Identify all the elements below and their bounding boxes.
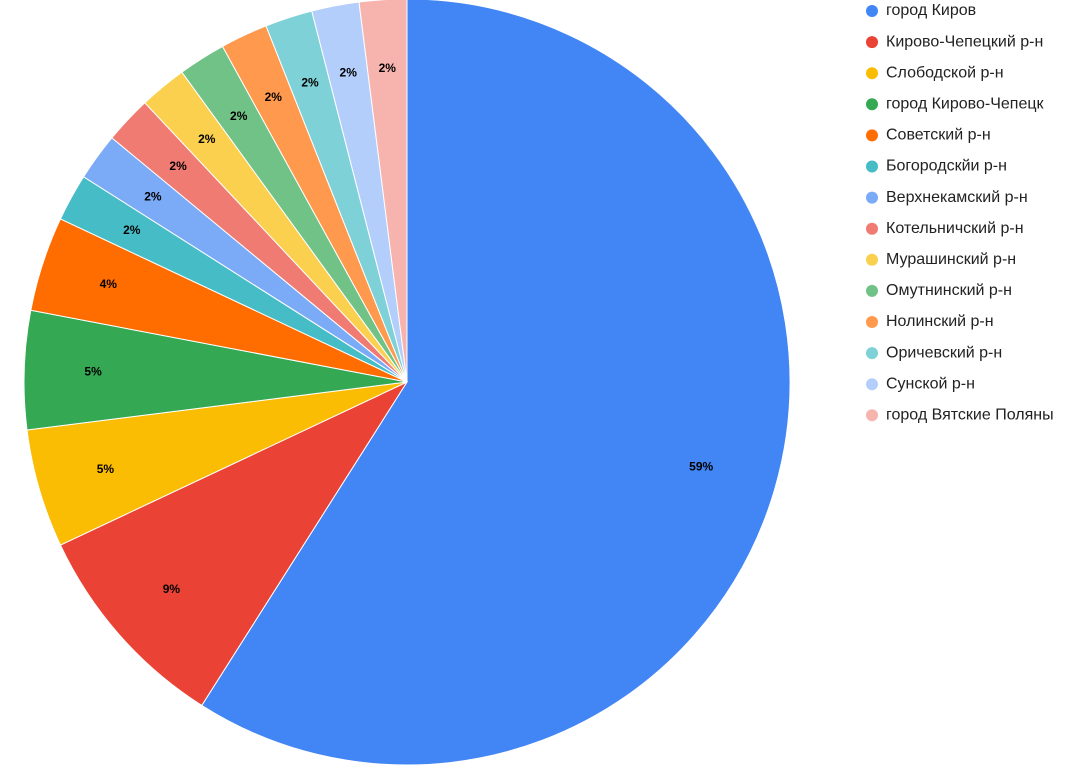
legend: город Киров Кирово-Чепецкий р-н Слободской… (866, 2, 1054, 424)
legend-swatch-1 (866, 5, 878, 17)
slice-label-14: 2% (379, 61, 397, 75)
slice-label-3: 5% (97, 462, 115, 476)
legend-label-14: город Вятские Поляны (886, 407, 1054, 424)
legend-swatch-6 (866, 160, 878, 173)
legend-label-13: Сунской р-н (886, 375, 975, 392)
legend-swatch-2 (866, 36, 878, 49)
legend-swatch-7 (866, 191, 878, 204)
legend-swatch-4 (866, 98, 878, 111)
legend-swatch-3 (866, 67, 878, 80)
legend-label-2: Кирово-Чепецкий р-н (886, 33, 1043, 50)
pie-slices (23, 0, 791, 766)
slice-label-13: 2% (340, 66, 358, 80)
pie-slice-14 (358, 0, 408, 383)
legend-swatch-12 (866, 347, 878, 360)
legend-label-4: город Кирово-Чепецк (886, 96, 1045, 113)
legend-label-9: Мурашинский р-н (886, 251, 1016, 268)
slice-label-9: 2% (198, 132, 216, 146)
legend-swatch-8 (866, 222, 878, 235)
pie-slice-2 (59, 380, 409, 707)
legend-swatch-10 (866, 284, 878, 297)
slice-label-12: 2% (301, 75, 319, 89)
slice-label-5: 4% (100, 277, 118, 291)
slice-label-10: 2% (230, 109, 248, 123)
slice-label-8: 2% (169, 159, 187, 173)
legend-label-7: Верхнекамский р-н (886, 189, 1028, 206)
legend-swatch-13 (866, 378, 878, 391)
legend-label-1: город Киров (886, 2, 976, 19)
legend-label-5: Советский р-н (886, 127, 991, 144)
slice-label-7: 2% (144, 190, 162, 204)
slice-label-6: 2% (123, 223, 141, 237)
legend-label-6: Богородскйи р-н (886, 158, 1007, 175)
legend-swatch-9 (866, 253, 878, 266)
slice-label-1: 59% (689, 460, 713, 474)
slice-label-11: 2% (265, 90, 283, 104)
slice-label-2: 9% (163, 582, 181, 596)
legend-swatch-14 (866, 409, 878, 422)
legend-label-3: Слободской р-н (886, 64, 1004, 81)
legend-label-10: Омутнинский р-н (886, 282, 1012, 299)
slice-label-4: 5% (84, 364, 102, 378)
legend-swatch-5 (866, 129, 878, 142)
legend-label-12: Оричевский р-н (886, 344, 1002, 361)
pie-slice-labels: 59% 9% 5% 5% 4% 2% 2% 2% 2% 2% 2% 2% 2% 2% (84, 61, 713, 596)
legend-label-8: Котельничский р-н (886, 220, 1024, 237)
legend-label-11: Нолинский р-н (886, 313, 994, 330)
legend-swatch-11 (866, 316, 878, 328)
